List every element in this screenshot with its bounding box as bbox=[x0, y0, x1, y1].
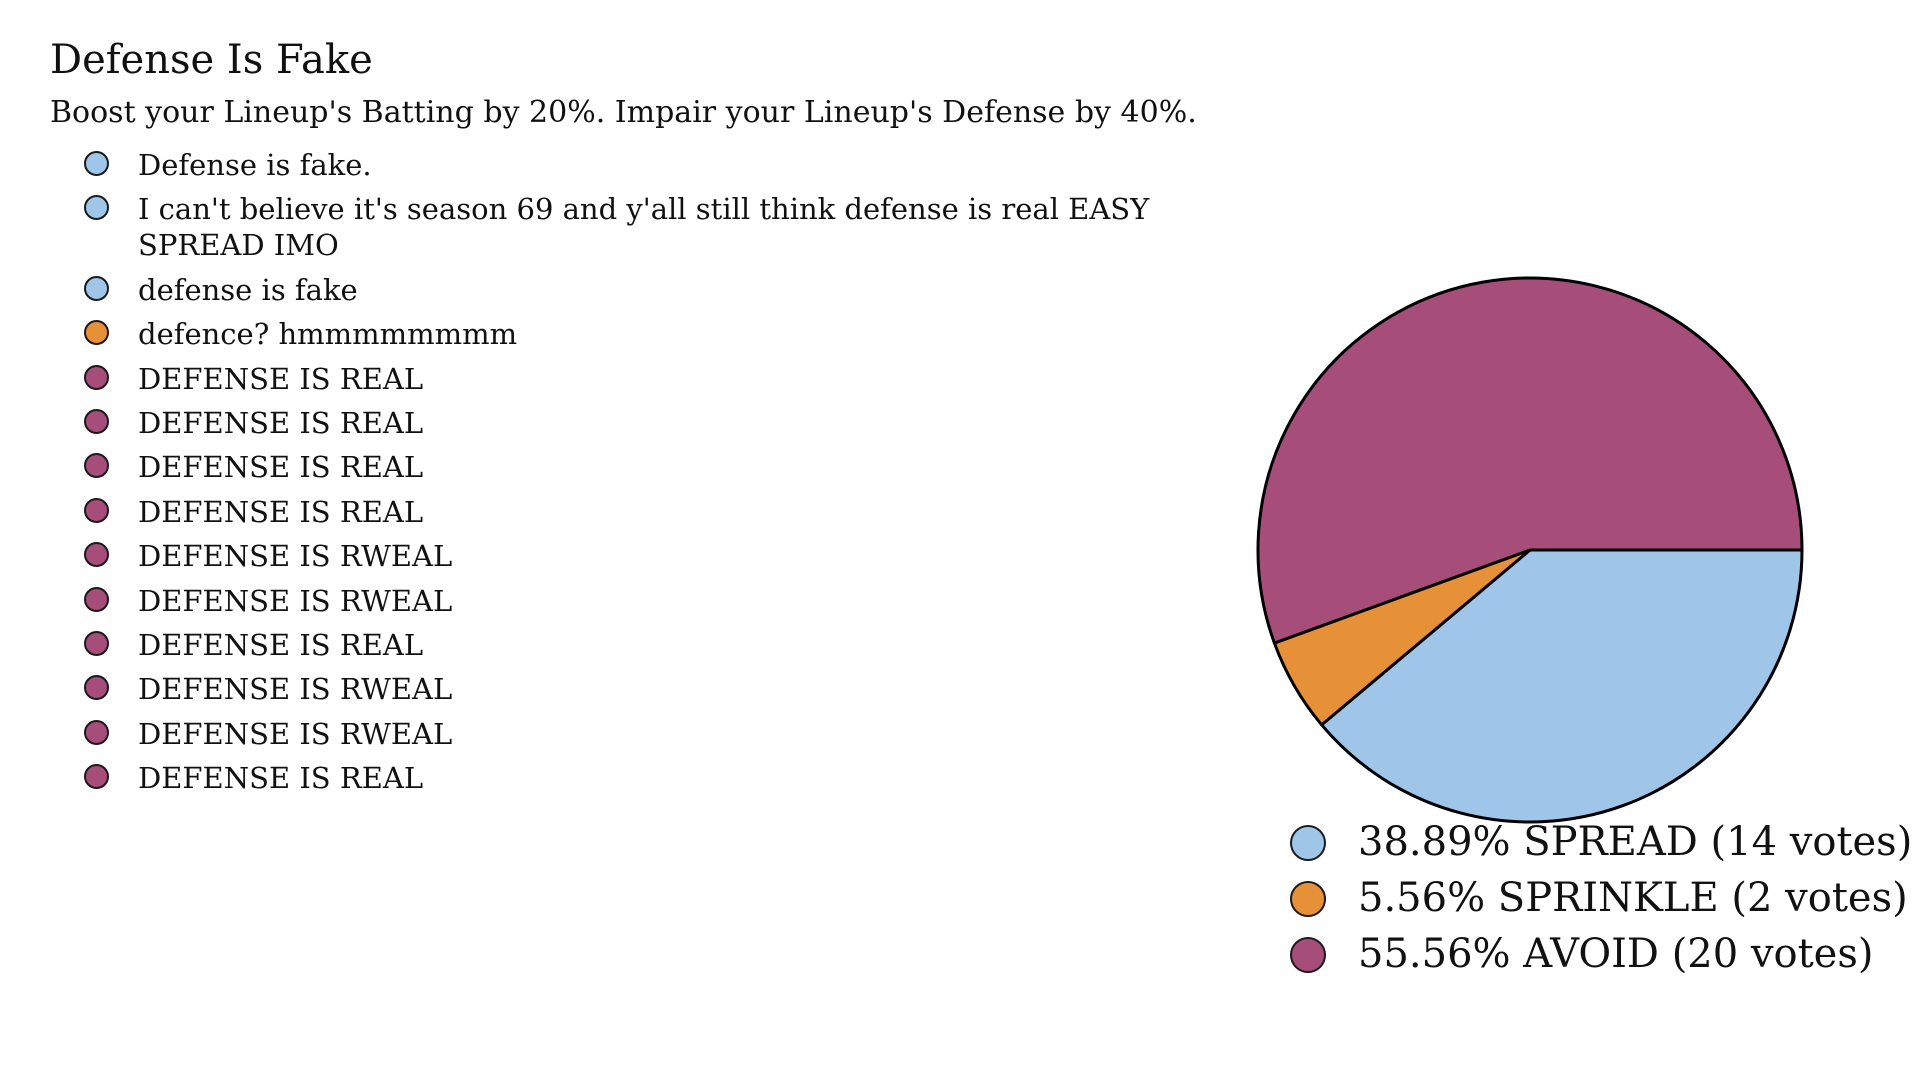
comment-text: DEFENSE IS REAL bbox=[138, 761, 424, 796]
vote-dot-icon bbox=[84, 275, 109, 301]
pie-slice-avoid bbox=[1256, 276, 1804, 645]
vote-dot-icon bbox=[84, 408, 109, 434]
vote-dot-icon bbox=[84, 364, 109, 390]
vote-dot-icon bbox=[84, 151, 109, 176]
pie-slice-spread bbox=[1320, 548, 1804, 824]
comment-item: DEFENSE IS REAL bbox=[84, 627, 1174, 663]
legend-swatch-icon bbox=[1290, 881, 1326, 917]
comment-text: DEFENSE IS RWEAL bbox=[138, 583, 453, 618]
comment-text: DEFENSE IS RWEAL bbox=[138, 539, 453, 574]
comment-item: defence? hmmmmmmmm bbox=[84, 316, 1174, 352]
comment-text: DEFENSE IS REAL bbox=[138, 361, 424, 396]
comment-item: defense is fake bbox=[84, 272, 1174, 308]
comment-text: defence? hmmmmmmmm bbox=[138, 317, 518, 352]
legend-item-spread: 38.89% SPREAD (14 votes) bbox=[1290, 818, 1912, 866]
comment-text: DEFENSE IS REAL bbox=[138, 405, 424, 440]
comment-text: Defense is fake. bbox=[138, 148, 372, 182]
vote-dot-icon bbox=[84, 586, 109, 612]
comment-item: DEFENSE IS RWEAL bbox=[84, 538, 1174, 574]
comment-text: DEFENSE IS RWEAL bbox=[138, 716, 453, 751]
vote-dot-icon bbox=[84, 320, 109, 346]
legend-label: 38.89% SPREAD (14 votes) bbox=[1358, 819, 1913, 865]
comment-text: I can't believe it's season 69 and y'all… bbox=[138, 192, 1150, 263]
comment-item: DEFENSE IS RWEAL bbox=[84, 671, 1174, 707]
comment-text: DEFENSE IS RWEAL bbox=[138, 672, 453, 707]
legend-swatch-icon bbox=[1290, 825, 1326, 861]
vote-dot-icon bbox=[84, 630, 109, 656]
comment-item: DEFENSE IS REAL bbox=[84, 449, 1174, 485]
legend-label: 5.56% SPRINKLE (2 votes) bbox=[1358, 875, 1908, 921]
vote-dot-icon bbox=[84, 719, 109, 745]
comment-item: DEFENSE IS REAL bbox=[84, 361, 1174, 397]
vote-dot-icon bbox=[84, 497, 109, 523]
comment-text: DEFENSE IS REAL bbox=[138, 450, 424, 485]
comment-item: DEFENSE IS REAL bbox=[84, 494, 1174, 530]
comment-item: DEFENSE IS RWEAL bbox=[84, 716, 1174, 752]
legend-label: 55.56% AVOID (20 votes) bbox=[1358, 931, 1874, 977]
chart-legend: 38.89% SPREAD (14 votes) 5.56% SPRINKLE … bbox=[1290, 818, 1912, 986]
vote-dot-icon bbox=[84, 195, 109, 221]
legend-swatch-icon bbox=[1290, 937, 1326, 973]
vote-dot-icon bbox=[84, 542, 109, 568]
legend-item-sprinkle: 5.56% SPRINKLE (2 votes) bbox=[1290, 874, 1912, 922]
poll-description: Boost your Lineup's Batting by 20%. Impa… bbox=[50, 95, 1197, 130]
comment-text: defense is fake bbox=[138, 272, 358, 307]
vote-dot-icon bbox=[84, 675, 109, 701]
comment-item: DEFENSE IS REAL bbox=[84, 405, 1174, 441]
pie-chart bbox=[1256, 276, 1804, 824]
comment-text: DEFENSE IS REAL bbox=[138, 494, 424, 529]
poll-title: Defense Is Fake bbox=[50, 37, 373, 83]
comment-text: DEFENSE IS REAL bbox=[138, 627, 424, 662]
legend-item-avoid: 55.56% AVOID (20 votes) bbox=[1290, 930, 1912, 978]
comment-item: DEFENSE IS RWEAL bbox=[84, 583, 1174, 619]
vote-dot-icon bbox=[84, 764, 109, 790]
comment-item: I can't believe it's season 69 and y'all… bbox=[84, 191, 1174, 263]
comment-list: Defense is fake. I can't believe it's se… bbox=[84, 147, 1174, 804]
vote-dot-icon bbox=[84, 453, 109, 479]
comment-item: Defense is fake. bbox=[84, 147, 1174, 183]
comment-item: DEFENSE IS REAL bbox=[84, 760, 1174, 796]
